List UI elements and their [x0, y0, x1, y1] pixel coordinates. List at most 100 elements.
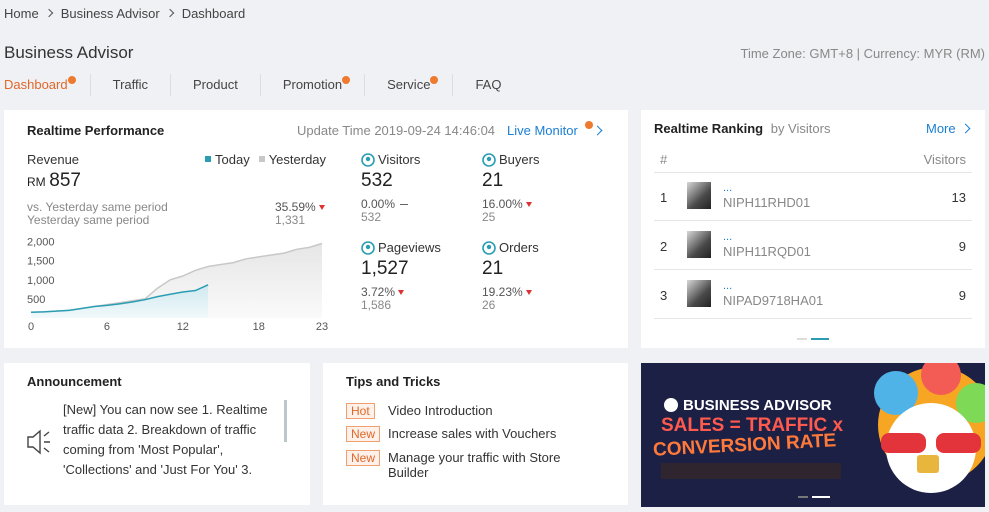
- icon-dot: [365, 156, 371, 162]
- rank-number: 3: [660, 288, 668, 303]
- notification-dot: [585, 121, 593, 129]
- sound-waves: [43, 431, 50, 453]
- change: 16.00%: [482, 197, 523, 211]
- breadcrumb-link[interactable]: Home: [4, 6, 39, 21]
- tab[interactable]: Promotion: [259, 74, 364, 96]
- tip-link[interactable]: Manage your traffic with Store Builder: [388, 450, 561, 480]
- speaker-icon: [27, 429, 50, 455]
- product-image: [687, 280, 711, 307]
- tab[interactable]: Product: [170, 74, 260, 96]
- change: 3.72%: [361, 285, 396, 299]
- x-tick-label: 6: [104, 321, 110, 333]
- series-line: [30, 284, 209, 314]
- tab-label: Dashboard: [4, 77, 68, 92]
- metric-previous: 532: [361, 210, 382, 224]
- change: 35.59%: [275, 200, 316, 214]
- legend-item: Yesterday: [258, 152, 327, 167]
- announcement-card: [4, 363, 310, 505]
- x-tick-label: 23: [316, 321, 328, 333]
- glasses: [936, 433, 981, 453]
- promo-banner[interactable]: BUSINESS ADVISOR SALES = TRAFFIC x CONVE…: [641, 363, 985, 507]
- legend-label: Yesterday: [268, 152, 327, 167]
- x-tick-label: 12: [177, 321, 189, 333]
- timezone-currency: Time Zone: GMT+8 | Currency: MYR (RM): [740, 46, 985, 61]
- change: 19.23%: [482, 285, 523, 299]
- metric-icon: [361, 153, 375, 167]
- row-divider: [654, 172, 972, 173]
- metric-change: 0.00%: [361, 198, 409, 211]
- flower-petal: [921, 363, 961, 395]
- down-arrow: [525, 290, 532, 295]
- title: Realtime Ranking: [654, 121, 764, 136]
- mascot-badge: [917, 455, 939, 473]
- icon-circle: [361, 153, 375, 167]
- metric-previous: 1,586: [361, 298, 392, 312]
- page-dot[interactable]: [797, 338, 807, 340]
- y-tick-label: 1,500: [27, 256, 55, 268]
- banner-line: SALES = TRAFFIC x: [661, 415, 844, 436]
- vs-label: vs. Yesterday same period: [27, 200, 168, 214]
- link-text: Live Monitor: [507, 123, 578, 138]
- yesterday-label: Yesterday same period: [27, 213, 150, 227]
- product-sku: NIPH11RHD01: [723, 195, 811, 210]
- x-tick-label: 18: [253, 321, 265, 333]
- column-header: #: [660, 152, 668, 167]
- tip-link[interactable]: Video Introduction: [388, 403, 493, 418]
- logo: [664, 398, 678, 412]
- y-tick-label: 500: [27, 294, 45, 306]
- tab[interactable]: Traffic: [89, 74, 170, 96]
- chevron: [592, 125, 603, 136]
- flower-petal: [956, 383, 985, 423]
- icon-dot: [365, 244, 371, 250]
- card-title: Announcement: [27, 374, 122, 389]
- tab[interactable]: Dashboard: [4, 74, 90, 96]
- metric-icon: [482, 241, 496, 255]
- breadcrumb-link[interactable]: Business Advisor: [60, 6, 160, 21]
- breadcrumb: Home Business Advisor Dashboard: [4, 6, 245, 21]
- revenue-chart: 500 1,000 1,500 2,000 0 6 12 18 23: [27, 237, 328, 333]
- page-dot-active[interactable]: [811, 338, 829, 340]
- live-monitor-link[interactable]: Live Monitor: [507, 123, 610, 138]
- metric-value: 21: [482, 170, 504, 191]
- rank-number: 2: [660, 239, 668, 254]
- scrollbar[interactable]: [284, 400, 287, 442]
- product-name: ...: [723, 182, 733, 194]
- update-time: Update Time 2019-09-24 14:46:04: [297, 123, 496, 138]
- more-link[interactable]: More: [926, 121, 978, 136]
- icon-circle: [361, 241, 375, 255]
- rank-number: 1: [660, 190, 668, 205]
- card-title: Realtime Performance: [27, 123, 165, 138]
- legend-label: Today: [215, 152, 250, 167]
- visitor-count: 13: [951, 190, 966, 205]
- tab[interactable]: Service: [364, 74, 452, 96]
- product-image: [687, 231, 711, 258]
- page-title: Business Advisor: [4, 43, 134, 62]
- glasses: [881, 433, 926, 453]
- tab[interactable]: FAQ: [452, 74, 523, 96]
- page-dot[interactable]: [798, 496, 808, 498]
- metric-change: 19.23%: [482, 286, 532, 299]
- tip-link[interactable]: Increase sales with Vouchers: [388, 426, 557, 441]
- y-tick-label: 1,000: [27, 275, 55, 287]
- icon-dot: [486, 156, 492, 162]
- page-dot-active[interactable]: [812, 496, 830, 498]
- value: 857: [49, 170, 81, 191]
- metric-label: Orders: [499, 240, 539, 255]
- x-tick-label: 0: [28, 321, 34, 333]
- product-name: ...: [723, 231, 733, 243]
- down-arrow: [525, 202, 532, 207]
- row-divider: [654, 318, 972, 319]
- flat-indicator: [400, 204, 409, 205]
- metric-previous: 25: [482, 210, 496, 224]
- chevron: [960, 123, 971, 134]
- icon-circle: [482, 241, 496, 255]
- announcement-text: [New] You can now see 1. Realtime traffi…: [63, 402, 268, 477]
- tab-label: FAQ: [475, 77, 502, 92]
- notification-dot: [430, 76, 439, 84]
- metric-change: 3.72%: [361, 285, 405, 299]
- revenue-value: RM 857: [27, 170, 81, 192]
- legend-swatch: [205, 156, 211, 162]
- metric-label: Visitors: [378, 152, 421, 167]
- down-arrow: [398, 290, 405, 295]
- metric-value: 1,527: [361, 258, 409, 279]
